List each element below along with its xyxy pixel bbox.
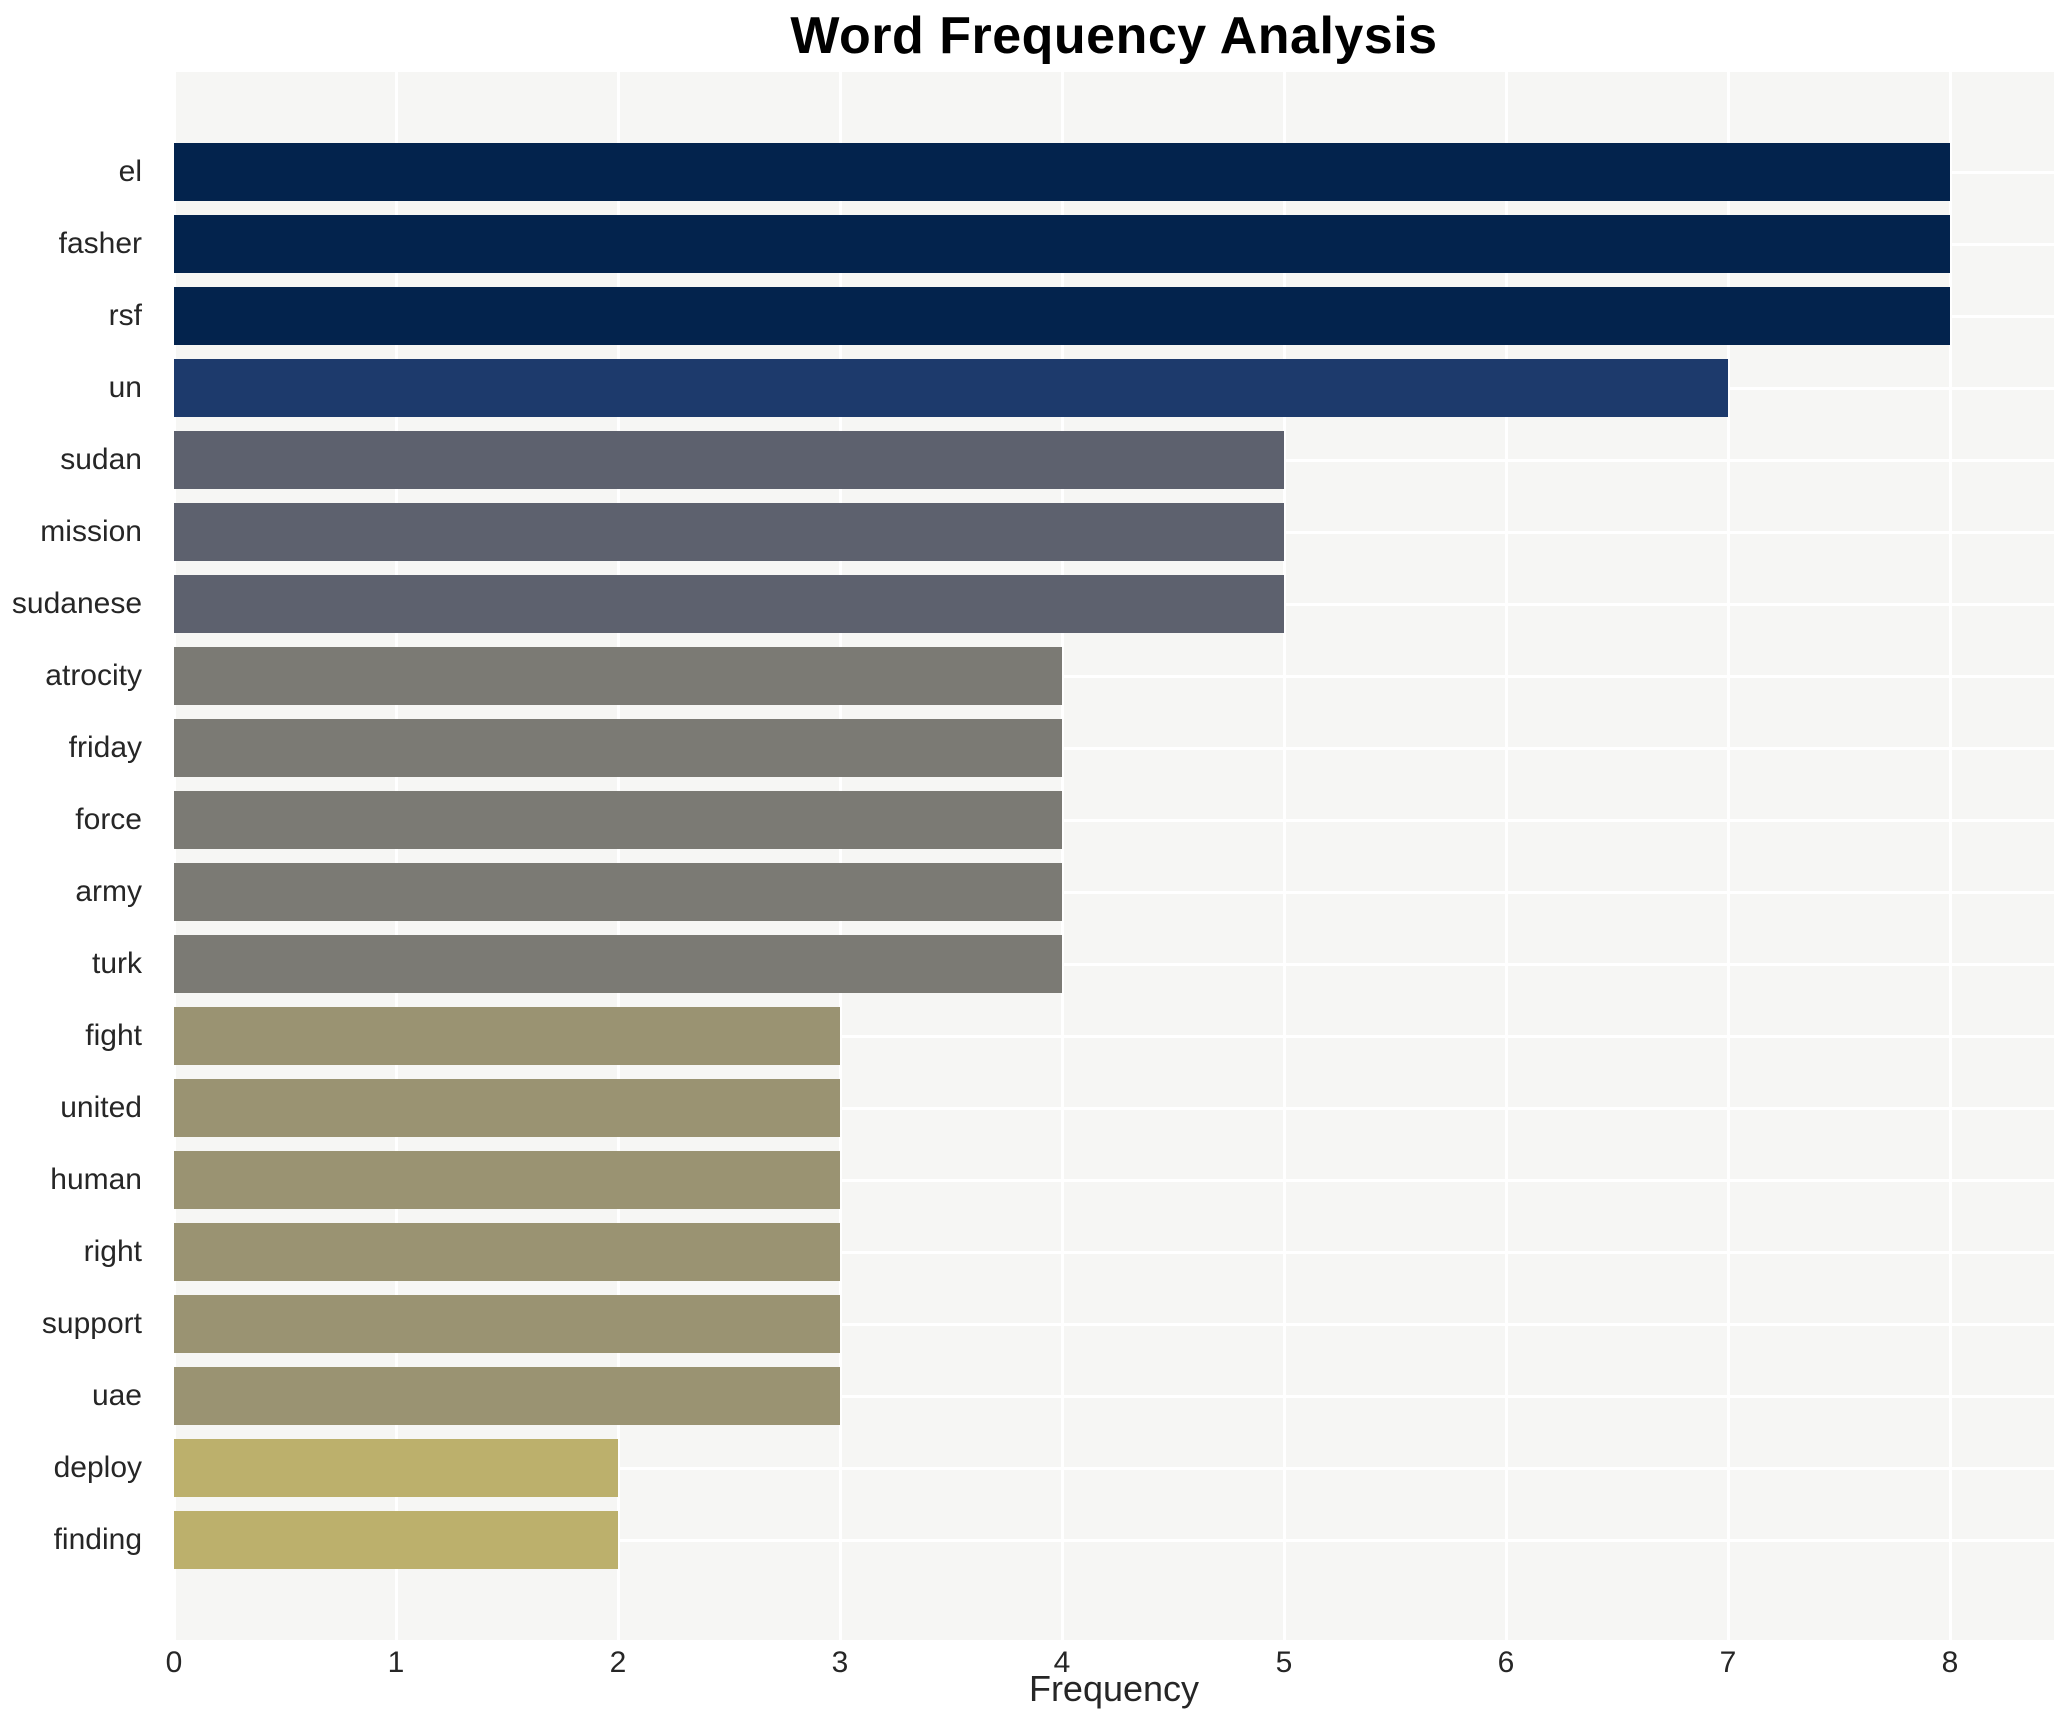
bar-sudanese	[174, 575, 1284, 633]
x-tick-label: 0	[165, 1646, 183, 1679]
gridline-horizontal	[174, 1107, 2054, 1110]
y-tick-label: finding	[53, 1523, 142, 1556]
x-tick-label: 4	[1053, 1646, 1071, 1679]
y-tick-label: turk	[91, 947, 142, 980]
y-tick-label: sudan	[60, 443, 142, 476]
chart-title: Word Frequency Analysis	[790, 7, 1438, 65]
bar-un	[174, 359, 1728, 417]
x-tick-label: 2	[609, 1646, 627, 1679]
gridline-vertical	[1283, 72, 1286, 1640]
gridline-vertical	[1505, 72, 1508, 1640]
gridline-horizontal	[174, 747, 2054, 750]
gridline-horizontal	[174, 1467, 2054, 1470]
bar-support	[174, 1295, 840, 1353]
bar-right	[174, 1223, 840, 1281]
y-tick-label: army	[75, 875, 142, 908]
y-tick-label: un	[108, 371, 142, 404]
y-tick-label: atrocity	[45, 659, 142, 692]
y-tick-label: rsf	[108, 299, 142, 332]
gridline-vertical	[839, 72, 842, 1640]
bar-united	[174, 1079, 840, 1137]
bar-sudan	[174, 431, 1284, 489]
bar-friday	[174, 719, 1062, 777]
y-tick-label: fasher	[58, 227, 142, 260]
y-tick-label: sudanese	[11, 587, 142, 620]
gridline-horizontal	[174, 675, 2054, 678]
y-tick-label: fight	[85, 1019, 142, 1052]
y-tick-label: human	[50, 1163, 142, 1196]
gridline-vertical	[395, 72, 398, 1640]
bar-fasher	[174, 215, 1950, 273]
bar-finding	[174, 1511, 618, 1569]
bar-mission	[174, 503, 1284, 561]
y-tick-label: uae	[91, 1379, 142, 1412]
gridline-vertical	[174, 72, 176, 1640]
x-tick-label: 5	[1275, 1646, 1293, 1679]
y-tick-label: friday	[68, 731, 142, 764]
bar-human	[174, 1151, 840, 1209]
x-tick-label: 3	[831, 1646, 849, 1679]
bar-atrocity	[174, 647, 1062, 705]
x-tick-label: 1	[387, 1646, 405, 1679]
bar-el	[174, 143, 1950, 201]
x-tick-label: 8	[1941, 1646, 1959, 1679]
gridline-horizontal	[174, 1035, 2054, 1038]
gridline-horizontal	[174, 1395, 2054, 1398]
plot-area	[174, 72, 2054, 1640]
gridline-vertical	[1061, 72, 1064, 1640]
gridline-horizontal	[174, 1323, 2054, 1326]
gridline-horizontal	[174, 1251, 2054, 1254]
bar-turk	[174, 935, 1062, 993]
gridline-horizontal	[174, 891, 2054, 894]
bar-deploy	[174, 1439, 618, 1497]
bar-uae	[174, 1367, 840, 1425]
x-tick-label: 6	[1497, 1646, 1515, 1679]
gridline-horizontal	[174, 963, 2054, 966]
y-tick-label: united	[60, 1091, 142, 1124]
bar-fight	[174, 1007, 840, 1065]
y-tick-label: mission	[40, 515, 142, 548]
gridline-horizontal	[174, 1539, 2054, 1542]
bar-army	[174, 863, 1062, 921]
y-tick-label: el	[118, 155, 142, 188]
gridline-horizontal	[174, 819, 2054, 822]
x-tick-label: 7	[1719, 1646, 1737, 1679]
gridline-horizontal	[174, 1179, 2054, 1182]
gridline-vertical	[617, 72, 620, 1640]
y-tick-label: support	[41, 1307, 142, 1340]
y-tick-label: right	[83, 1235, 142, 1268]
y-tick-label: force	[75, 803, 142, 836]
gridline-vertical	[1727, 72, 1730, 1640]
gridline-vertical	[1949, 72, 1952, 1640]
bar-force	[174, 791, 1062, 849]
bar-rsf	[174, 287, 1950, 345]
x-axis-label: Frequency	[1028, 1668, 1200, 1709]
y-tick-label: deploy	[53, 1451, 142, 1484]
